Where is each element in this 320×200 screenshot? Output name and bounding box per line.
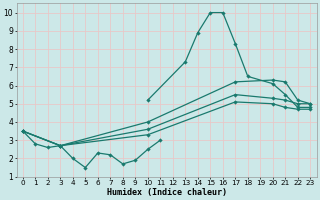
X-axis label: Humidex (Indice chaleur): Humidex (Indice chaleur) xyxy=(107,188,227,197)
